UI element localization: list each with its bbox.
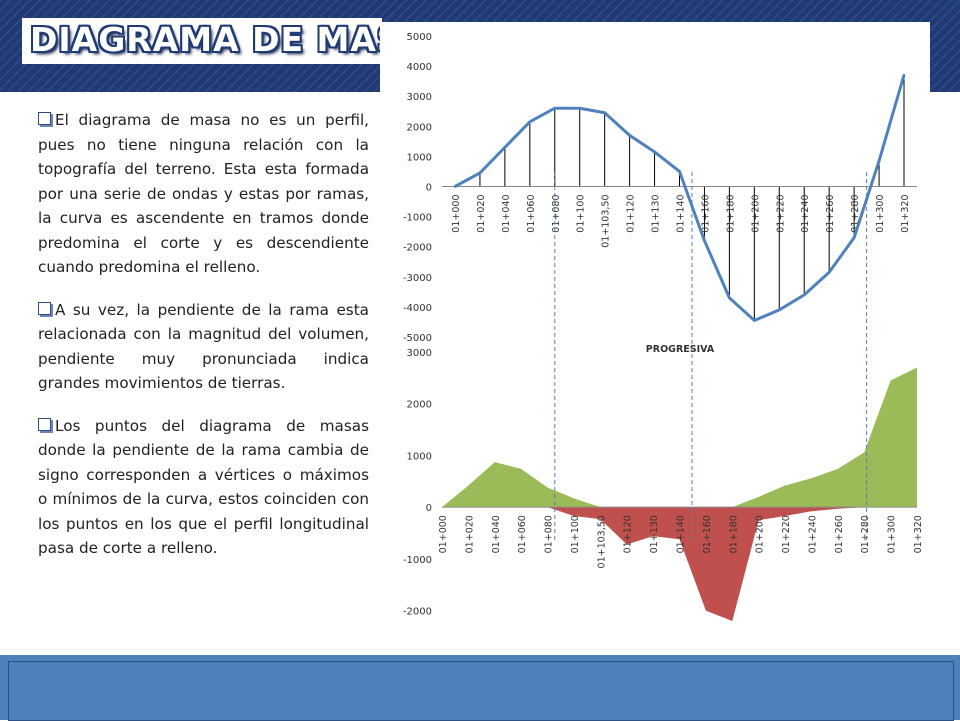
top-x-tick-label: 01+000	[451, 195, 462, 233]
footer-bar	[0, 655, 960, 721]
top-x-axis-title: PROGRESIVA	[646, 344, 715, 355]
mass-curve-point	[902, 73, 906, 77]
paragraph-3: Los puntos del diagrama de masas donde l…	[38, 414, 369, 561]
top-y-tick-label: -3000	[403, 273, 432, 284]
bottom-y-tick-label: 0	[426, 503, 432, 514]
bottom-x-tick-label: 01+240	[807, 515, 818, 553]
top-y-tick-label: -2000	[403, 243, 432, 254]
bottom-x-tick-label: 01+120	[623, 515, 634, 553]
bottom-x-tick-label: 01+300	[887, 515, 898, 553]
top-x-tick-label: 01+040	[501, 195, 512, 233]
bottom-y-tick-label: -1000	[403, 555, 432, 566]
body-text: El diagrama de masa no es un perfil, pue…	[38, 108, 369, 579]
top-x-tick-label: 01+140	[676, 195, 687, 233]
cut-area	[442, 367, 917, 508]
top-x-tick-label: 01+120	[626, 195, 637, 233]
paragraph-1: El diagrama de masa no es un perfil, pue…	[38, 108, 369, 280]
mass-curve-point	[703, 239, 706, 242]
bottom-x-tick-label: 01+100	[570, 515, 581, 553]
bottom-x-tick-label: 01+320	[913, 515, 924, 553]
bottom-x-tick-label: 01+130	[649, 515, 660, 553]
bottom-x-tick-label: 01+080	[544, 515, 555, 553]
top-x-tick-label: 01+180	[725, 195, 736, 233]
charts-panel: 5000 4000 3000 2000 1000 0 -1000 -2000 -3000 -400…	[380, 22, 930, 657]
bottom-x-tick-label: 01+220	[781, 515, 792, 553]
bottom-x-tick-label: 01+060	[517, 515, 528, 553]
mass-curve-point	[803, 293, 806, 297]
paragraph-3-text: Los puntos del diagrama de masas donde l…	[38, 416, 369, 558]
mass-curve-point	[578, 107, 581, 110]
mass-curve-point	[528, 120, 532, 123]
mass-curve-point	[877, 159, 881, 163]
checkbox-bullet-icon	[38, 301, 51, 315]
footer-frame	[8, 661, 954, 721]
bottom-x-tick-label: 01+140	[676, 515, 687, 553]
top-y-tick-label: 3000	[407, 92, 432, 103]
mass-curve-point	[778, 308, 781, 312]
top-x-tick-label: 01+160	[700, 195, 711, 233]
top-x-tick-label: 01+220	[775, 195, 786, 233]
top-x-tick-label: 01+020	[476, 195, 487, 233]
mass-curve-point	[453, 185, 457, 188]
top-y-tick-label: -4000	[403, 303, 432, 314]
mass-curve-point	[753, 319, 756, 322]
top-y-tick-label: 2000	[407, 122, 432, 133]
top-x-tick-label: 01+080	[551, 195, 562, 233]
top-x-tick-label: 01+100	[576, 195, 587, 233]
bottom-x-tick-label: 01+020	[464, 515, 475, 553]
bottom-x-tick-label: 01+200	[755, 515, 766, 553]
top-x-tick-label: 01+103,50	[601, 195, 612, 248]
top-x-tick-label: 01+130	[651, 195, 662, 233]
paragraph-2-text: A su vez, la pendiente de la rama esta r…	[38, 300, 369, 393]
bottom-x-tick-label: 01+280	[860, 515, 871, 553]
top-x-tick-label: 01+300	[875, 195, 886, 233]
mass-curve-point	[503, 146, 507, 149]
checkbox-bullet-icon	[38, 112, 51, 125]
top-y-tick-label: -5000	[403, 333, 432, 344]
top-x-tick-label: 01+260	[825, 195, 836, 233]
mass-curve-point	[653, 150, 656, 154]
top-y-tick-label: 1000	[407, 152, 432, 163]
title-box	[22, 18, 382, 64]
top-x-tick-label: 01+200	[750, 195, 761, 233]
mass-curve-point	[728, 296, 731, 300]
mass-curve-point	[852, 236, 856, 239]
mass-curve-point	[628, 134, 631, 137]
top-y-tick-label: 4000	[407, 62, 432, 73]
charts-svg: 5000 4000 3000 2000 1000 0 -1000 -2000 -3000 -400…	[403, 32, 924, 621]
top-x-tick-label: 01+060	[526, 195, 537, 233]
top-x-tick-label: 01+280	[850, 195, 861, 233]
top-y-tick-label: 5000	[407, 32, 432, 43]
mass-curve-point	[603, 111, 606, 114]
bottom-y-tick-label: 1000	[407, 451, 432, 462]
paragraph-2: A su vez, la pendiente de la rama esta r…	[38, 298, 369, 396]
bottom-x-tick-label: 01+160	[702, 515, 713, 553]
bottom-x-tick-label: 01+040	[491, 515, 502, 553]
top-x-tick-label: 01+240	[800, 195, 811, 233]
top-y-tick-label: 0	[426, 183, 432, 194]
checkbox-bullet-icon	[38, 417, 51, 431]
mass-curve-point	[553, 107, 556, 110]
bottom-y-tick-label: 2000	[407, 400, 432, 411]
bottom-x-tick-label: 01+260	[834, 515, 845, 553]
bottom-y-tick-label: 3000	[407, 348, 432, 359]
mass-curve-point	[827, 271, 831, 274]
bottom-x-tick-label: 01+180	[728, 515, 739, 553]
bottom-x-tick-label: 01+000	[438, 515, 449, 553]
mass-curve-point	[678, 170, 681, 173]
fill-area	[442, 507, 917, 621]
bottom-x-tick-label: 01+103,50	[596, 515, 607, 568]
top-x-tick-label: 01+320	[900, 195, 911, 233]
mass-curve-point	[478, 171, 482, 175]
paragraph-1-text: El diagrama de masa no es un perfil, pue…	[38, 111, 369, 276]
top-y-tick-label: -1000	[403, 213, 432, 224]
bottom-y-tick-label: -2000	[403, 607, 432, 618]
